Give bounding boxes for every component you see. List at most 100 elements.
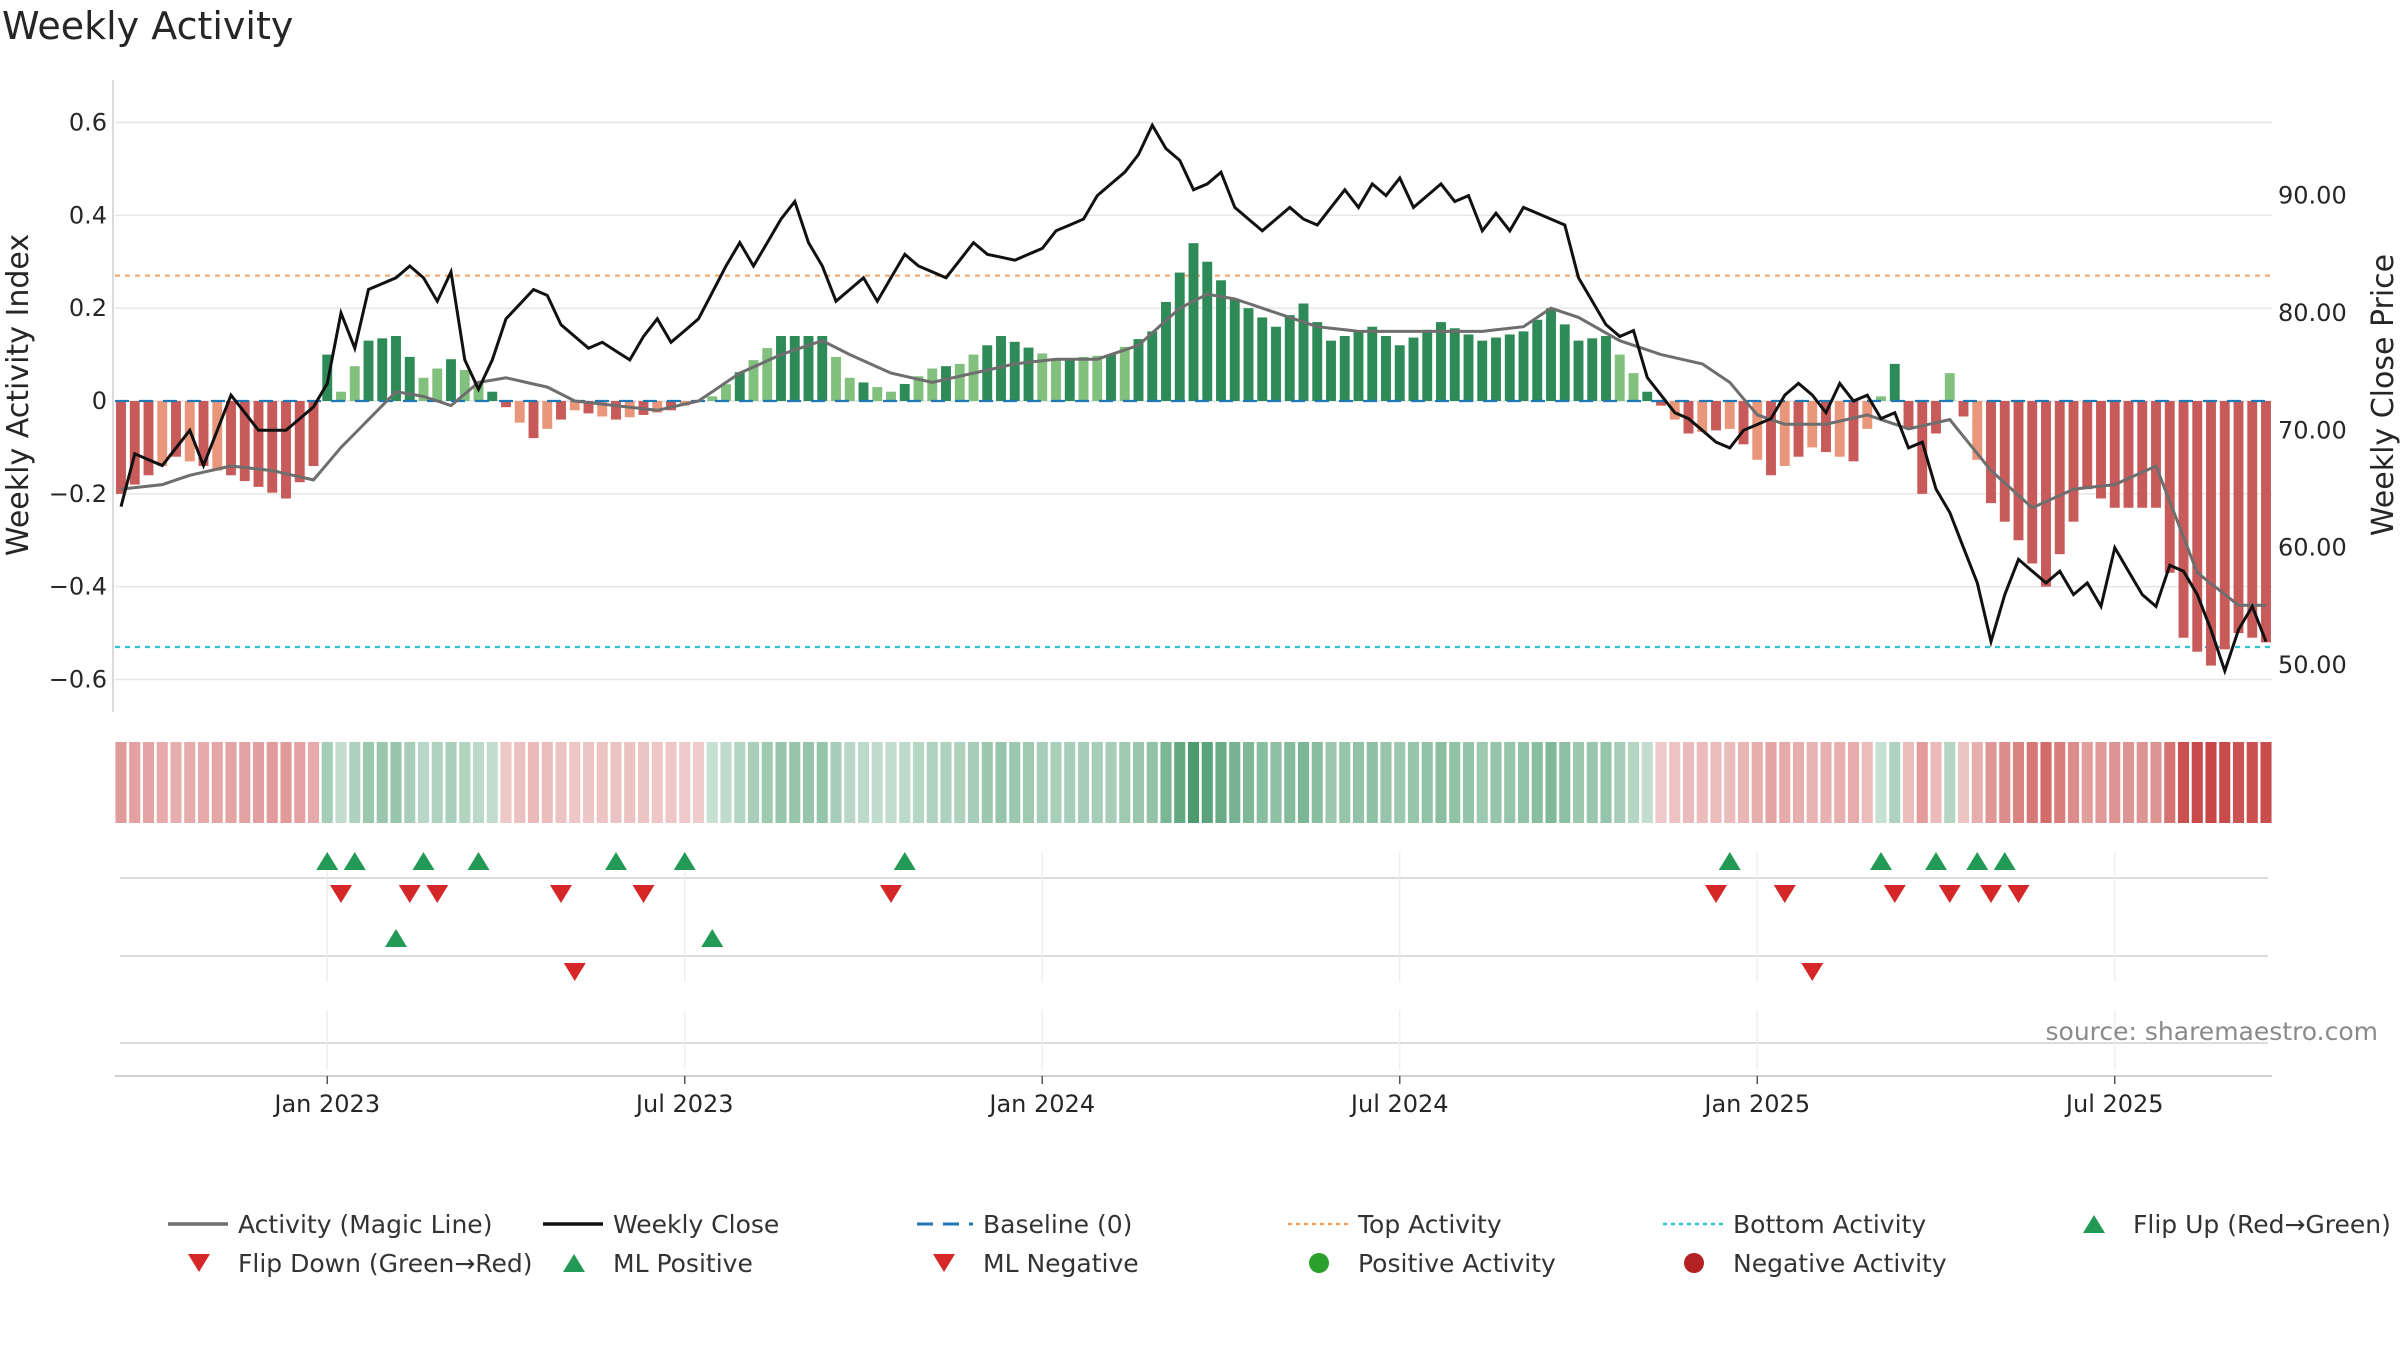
flip-down-marker-1 — [398, 885, 421, 903]
heat-cell-89 — [1339, 742, 1351, 823]
activity-bar-90 — [1353, 331, 1364, 401]
heat-cell-8 — [225, 742, 237, 823]
activity-bar-89 — [1339, 336, 1350, 401]
legend: Activity (Magic Line) Weekly Close Baselin… — [168, 1210, 2391, 1278]
heat-cell-34 — [582, 742, 595, 823]
flip-up-marker-1 — [343, 852, 366, 870]
heat-cell-69 — [1064, 742, 1076, 823]
heat-cell-143 — [2081, 742, 2093, 823]
activity-bar-77 — [1174, 272, 1185, 401]
heat-cell-63 — [981, 742, 993, 823]
heat-cell-25 — [459, 742, 471, 823]
activity-bar-48 — [776, 336, 786, 401]
activity-heat-strip — [115, 742, 2272, 823]
heat-cell-123 — [1806, 742, 1818, 823]
heat-cell-46 — [747, 742, 760, 823]
heat-cell-10 — [252, 742, 265, 823]
activity-bar-32 — [556, 401, 566, 420]
activity-bar-54 — [858, 382, 869, 401]
heat-cell-115 — [1696, 742, 1708, 823]
activity-bar-70 — [1078, 356, 1089, 401]
heat-cell-107 — [1586, 742, 1598, 823]
legend-item-6: Flip Down (Green→Red) — [188, 1249, 533, 1278]
legend-item-3: Top Activity — [1288, 1210, 1502, 1239]
axes: 0.6 0.4 0.2 0 −0.2 −0.4 −0.6 90.00 80.00 70.00 60.… — [49, 80, 2347, 1118]
activity-bar-91 — [1367, 326, 1378, 401]
y-axis-right-label: Weekly Close Price — [2366, 254, 2400, 536]
activity-bar-72 — [1106, 354, 1116, 401]
activity-bar-150 — [2178, 401, 2189, 638]
activity-bar-19 — [377, 338, 388, 401]
heat-cell-129 — [1889, 742, 1901, 823]
activity-bar-31 — [542, 401, 553, 429]
activity-bar-156 — [2261, 401, 2271, 643]
activity-bar-142 — [2068, 401, 2079, 522]
flip-up-marker-11 — [1993, 852, 2016, 870]
heat-cell-152 — [2205, 742, 2217, 823]
flip-down-marker-3 — [550, 885, 572, 903]
heat-cell-86 — [1297, 742, 1310, 823]
activity-bar-11 — [267, 401, 278, 493]
legend-item-10: Negative Activity — [1684, 1249, 1947, 1278]
activity-bar-84 — [1271, 326, 1281, 401]
activity-bar-98 — [1463, 334, 1474, 401]
heat-cell-108 — [1600, 742, 1612, 823]
heat-cell-140 — [2040, 742, 2052, 823]
activity-bar-144 — [2096, 401, 2106, 499]
activity-bar-28 — [501, 401, 511, 408]
activity-bar-133 — [1944, 373, 1955, 401]
y-tick-right-4: 50.00 — [2278, 651, 2347, 679]
heat-cell-48 — [775, 742, 787, 823]
activity-bar-17 — [349, 366, 360, 401]
legend-swatch-7 — [563, 1254, 585, 1272]
activity-bar-131 — [1917, 401, 1928, 494]
heat-cell-28 — [500, 742, 512, 823]
activity-bar-95 — [1422, 329, 1433, 401]
activity-bar-1 — [129, 401, 140, 485]
activity-bar-104 — [1546, 308, 1556, 401]
legend-label-5: Flip Up (Red→Green) — [2133, 1210, 2391, 1239]
heat-cell-80 — [1215, 742, 1227, 823]
heat-cell-145 — [2109, 742, 2121, 823]
legend-swatch-10 — [1684, 1253, 1704, 1273]
heat-cell-61 — [954, 742, 966, 823]
activity-bar-0 — [116, 401, 126, 494]
heat-cell-148 — [2150, 742, 2162, 823]
legend-item-0: Activity (Magic Line) — [168, 1210, 492, 1239]
activity-bar-46 — [748, 360, 759, 401]
heat-cell-150 — [2177, 742, 2190, 823]
legend-swatch-5 — [2083, 1215, 2105, 1233]
heat-cell-9 — [239, 742, 251, 823]
activity-bar-18 — [363, 340, 374, 401]
heat-cell-27 — [486, 742, 498, 823]
heat-cell-51 — [816, 742, 828, 823]
activity-bar-76 — [1161, 301, 1171, 401]
heat-cell-133 — [1944, 742, 1956, 823]
heat-cell-55 — [871, 742, 883, 823]
activity-bar-74 — [1133, 339, 1144, 401]
legend-label-3: Top Activity — [1357, 1210, 1502, 1239]
activity-bar-146 — [2123, 401, 2134, 508]
y-tick-left-2: 0.2 — [69, 294, 107, 322]
heat-cell-58 — [912, 742, 925, 823]
activity-bar-86 — [1298, 303, 1309, 401]
activity-bar-21 — [404, 356, 415, 401]
heat-cell-116 — [1710, 742, 1722, 823]
series-lines — [115, 121, 2272, 676]
activity-bar-107 — [1587, 338, 1598, 401]
activity-bar-109 — [1614, 354, 1625, 401]
heat-cell-75 — [1146, 742, 1158, 823]
heat-cell-17 — [349, 742, 361, 823]
activity-bar-68 — [1051, 359, 1061, 401]
activity-bar-147 — [2137, 401, 2148, 508]
heat-cell-125 — [1834, 742, 1846, 823]
y-tick-left-0: 0.6 — [69, 108, 107, 136]
activity-bar-67 — [1037, 353, 1048, 401]
activity-bar-6 — [198, 401, 209, 466]
y-tick-left-5: −0.4 — [49, 573, 107, 601]
heat-cell-114 — [1682, 742, 1695, 823]
activity-bar-97 — [1449, 328, 1460, 401]
activity-bar-36 — [611, 401, 621, 420]
activity-bar-59 — [927, 368, 938, 401]
heat-cell-98 — [1462, 742, 1475, 823]
